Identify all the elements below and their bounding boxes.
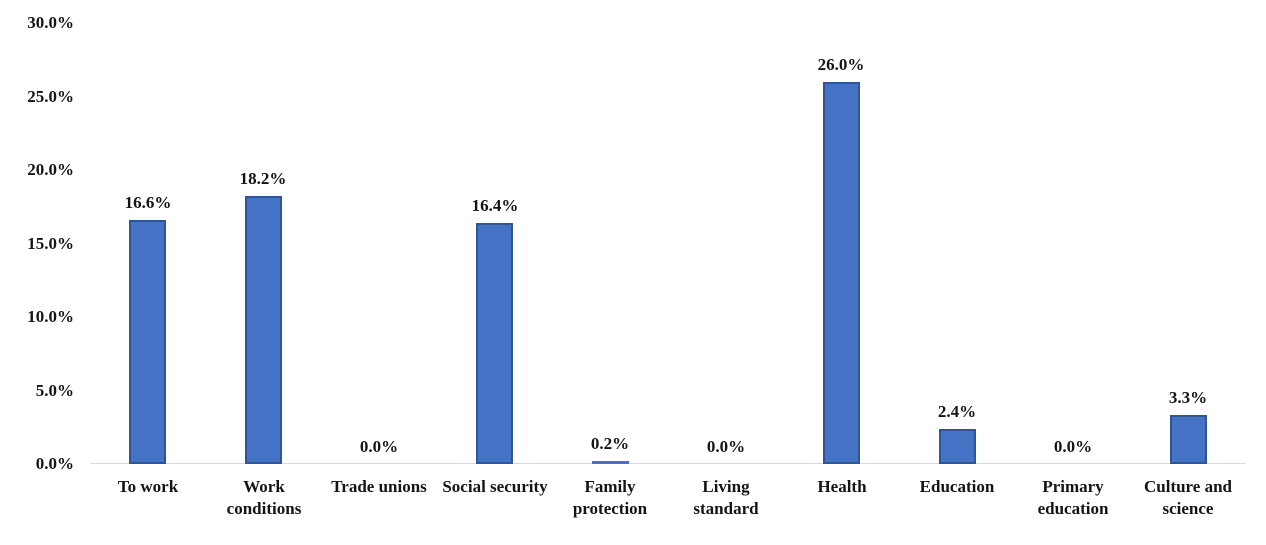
bar-social-security bbox=[476, 223, 513, 464]
x-category-label: Primary education bbox=[1037, 477, 1109, 518]
x-category-label: Trade unions bbox=[331, 477, 427, 496]
value-label: 3.3% bbox=[1168, 388, 1208, 407]
x-category-label: Living standard bbox=[693, 477, 759, 518]
x-category-label: Work conditions bbox=[226, 477, 302, 518]
y-tick-label: 25.0% bbox=[27, 86, 74, 106]
y-tick-label: 10.0% bbox=[27, 307, 74, 326]
y-axis: 0.0% 5.0% 10.0% 15.0% 20.0% 25.0% 30.0% bbox=[0, 0, 76, 545]
x-category-label: Education bbox=[919, 477, 995, 496]
value-label: 0.2% bbox=[590, 434, 630, 453]
bar-work-conditions bbox=[245, 196, 282, 464]
value-label: 0.0% bbox=[1053, 437, 1093, 456]
bar-culture-and-science bbox=[1170, 415, 1207, 464]
x-axis-line bbox=[90, 463, 1246, 464]
bar-family-protection bbox=[592, 461, 629, 464]
value-label: 2.4% bbox=[937, 402, 977, 421]
bar-to-work bbox=[129, 220, 166, 464]
value-label: 0.0% bbox=[706, 437, 746, 456]
value-label: 18.2% bbox=[239, 169, 287, 188]
value-label: 16.6% bbox=[124, 193, 172, 212]
y-tick-label: 30.0% bbox=[27, 13, 74, 32]
y-tick-label: 5.0% bbox=[35, 380, 74, 400]
plot-area: 16.6% 18.2% 0.0% 16.4% 0.2% 0.0% 26.0% 2.4% 0.0%… bbox=[90, 23, 1246, 464]
value-label: 26.0% bbox=[817, 55, 865, 74]
y-tick-label: 20.0% bbox=[27, 160, 74, 179]
x-category-label: Health bbox=[817, 477, 867, 496]
x-category-label: To work bbox=[117, 477, 179, 496]
value-label: 0.0% bbox=[359, 437, 399, 456]
bar-education bbox=[939, 429, 976, 464]
x-axis-labels: To work Work conditions Trade unions Social… bbox=[90, 476, 1246, 545]
x-category-label: Social security bbox=[442, 477, 548, 496]
x-category-label: Family protection bbox=[572, 477, 648, 518]
y-tick-label: 15.0% bbox=[27, 233, 74, 253]
value-label: 16.4% bbox=[471, 196, 519, 215]
bar-health bbox=[823, 82, 860, 464]
x-category-label: Culture and science bbox=[1143, 477, 1232, 518]
y-tick-label: 0.0% bbox=[35, 454, 74, 473]
